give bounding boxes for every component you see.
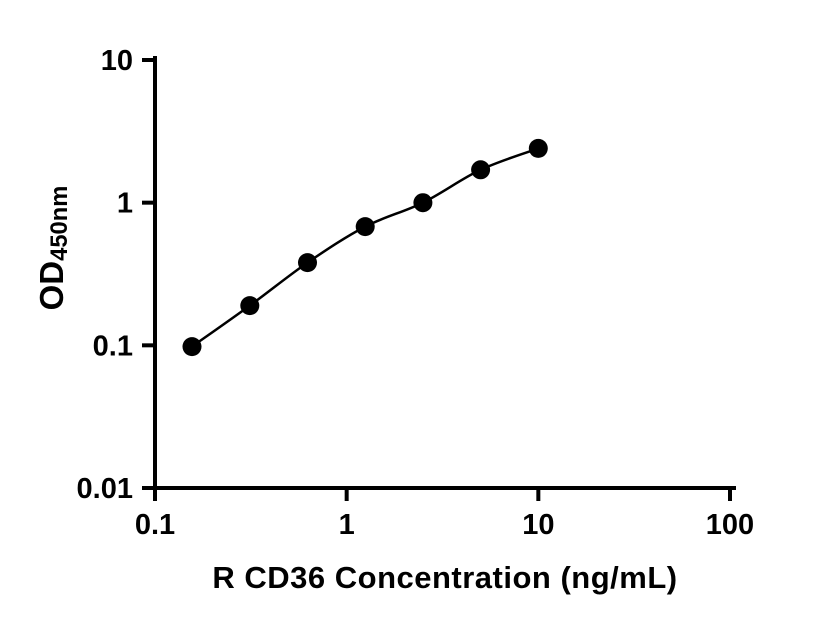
y-tick-label: 0.1 <box>93 330 133 362</box>
curve-line <box>191 147 539 348</box>
data-point <box>528 138 548 158</box>
y-tick-label: 1 <box>117 188 133 220</box>
data-point <box>471 160 491 180</box>
data-point <box>355 217 375 237</box>
y-tick-label: 10 <box>101 45 133 77</box>
data-point <box>240 296 260 316</box>
y-axis-title-main: OD <box>33 260 70 311</box>
x-tick-label: 100 <box>706 509 754 541</box>
x-tick-label: 1 <box>339 509 355 541</box>
y-tick-label: 0.01 <box>77 473 133 505</box>
data-point <box>413 193 433 213</box>
y-axis-title-sub: 450nm <box>46 185 74 261</box>
data-point <box>182 337 202 357</box>
x-axis-title: R CD36 Concentration (ng/mL) <box>212 560 678 595</box>
x-tick-label: 0.1 <box>135 509 175 541</box>
y-axis-title: OD450nm <box>33 185 74 311</box>
data-point <box>298 253 317 273</box>
x-tick-label: 10 <box>522 509 554 541</box>
